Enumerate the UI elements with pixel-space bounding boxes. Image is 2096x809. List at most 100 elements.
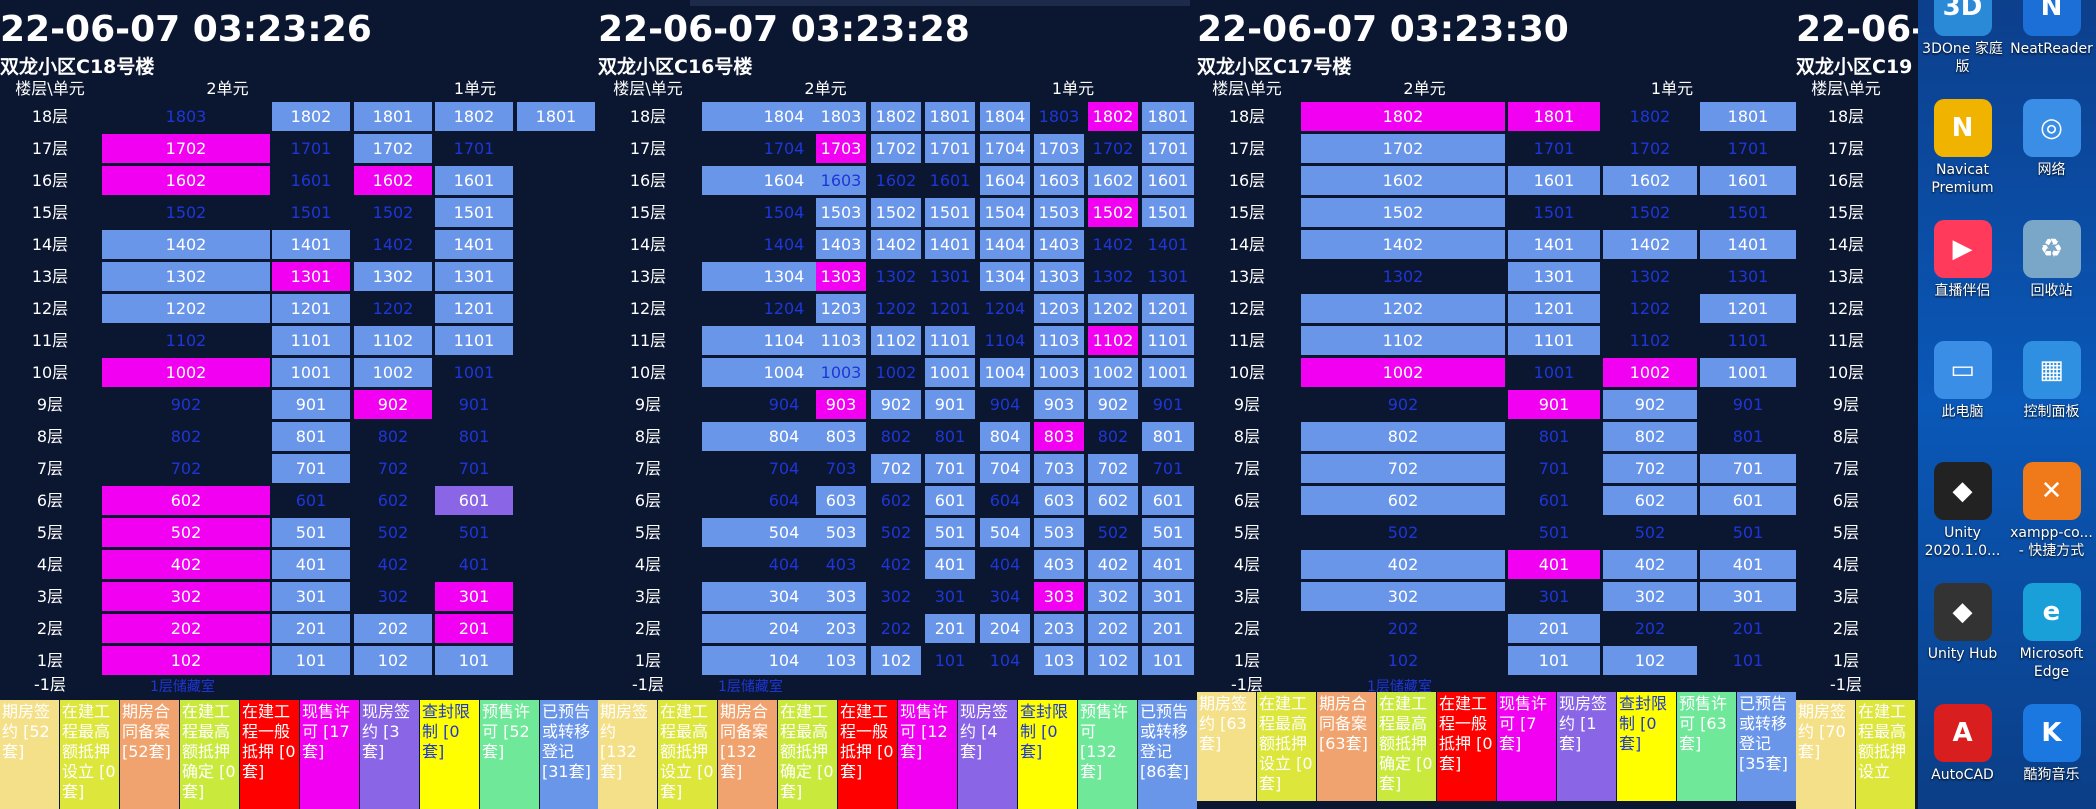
room-cell[interactable]: 601 bbox=[1538, 491, 1570, 510]
room-cell[interactable]: 1401 bbox=[435, 230, 513, 259]
room-cell[interactable]: 1701 bbox=[925, 134, 975, 163]
desktop-shortcut[interactable]: A AutoCAD bbox=[1918, 704, 2007, 784]
room-cell[interactable]: 1501 bbox=[290, 203, 332, 222]
room-cell[interactable]: 701 bbox=[458, 459, 490, 478]
room-cell[interactable]: 1702 bbox=[1301, 134, 1505, 163]
room-cell[interactable]: 1602 bbox=[1088, 166, 1138, 195]
room-cell[interactable]: 1502 bbox=[165, 203, 207, 222]
room-cell[interactable]: 801 bbox=[458, 427, 490, 446]
room-cell[interactable]: 1701 bbox=[453, 139, 495, 158]
desktop-shortcut[interactable]: N Navicat Premium bbox=[1918, 99, 2007, 197]
room-cell[interactable]: 202 bbox=[102, 614, 270, 643]
room-cell[interactable]: 1202 bbox=[1301, 294, 1505, 323]
room-cell[interactable]: 301 bbox=[1142, 582, 1194, 611]
room-cell[interactable]: 603 bbox=[1034, 486, 1084, 515]
room-cell[interactable]: 101 bbox=[1508, 646, 1600, 675]
room-cell[interactable]: 1602 bbox=[875, 171, 917, 190]
room-cell[interactable]: 302 bbox=[1301, 582, 1505, 611]
room-cell[interactable]: 701 bbox=[1700, 454, 1796, 483]
room-cell[interactable]: 301 bbox=[272, 582, 350, 611]
room-cell[interactable]: 902 bbox=[170, 395, 202, 414]
room-cell[interactable]: 1402 bbox=[1603, 230, 1697, 259]
room-cell[interactable]: 202 bbox=[1387, 619, 1419, 638]
room-cell[interactable]: 1302 bbox=[102, 262, 270, 291]
room-cell[interactable]: 504 bbox=[980, 518, 1030, 547]
room-cell[interactable]: 1803 bbox=[165, 107, 207, 126]
room-cell[interactable]: 1502 bbox=[1088, 198, 1138, 227]
room-cell[interactable]: 1601 bbox=[1508, 166, 1600, 195]
room-cell[interactable]: 1702 bbox=[871, 134, 921, 163]
room-cell[interactable]: 1602 bbox=[102, 166, 270, 195]
room-cell[interactable]: 602 bbox=[1603, 486, 1697, 515]
room-cell[interactable]: 103 bbox=[1034, 646, 1084, 675]
room-cell[interactable]: 201 bbox=[1142, 614, 1194, 643]
room-cell[interactable]: 1203 bbox=[1034, 294, 1084, 323]
room-cell[interactable]: 1201 bbox=[1700, 294, 1796, 323]
room-cell[interactable]: 1301 bbox=[1508, 262, 1600, 291]
room-cell[interactable]: 1504 bbox=[763, 203, 805, 222]
room-cell[interactable]: 203 bbox=[1034, 614, 1084, 643]
room-cell[interactable]: 102 bbox=[1603, 646, 1697, 675]
room-cell[interactable]: 1802 bbox=[871, 102, 921, 131]
room-cell[interactable]: 102 bbox=[354, 646, 432, 675]
room-cell[interactable]: 1101 bbox=[925, 326, 975, 355]
room-cell[interactable]: 1804 bbox=[980, 102, 1030, 131]
room-cell[interactable]: 301 bbox=[1538, 587, 1570, 606]
room-cell[interactable]: 1304 bbox=[980, 262, 1030, 291]
room-cell[interactable]: 1501 bbox=[1727, 203, 1769, 222]
room-cell[interactable]: 202 bbox=[354, 614, 432, 643]
room-cell[interactable]: 802 bbox=[880, 427, 912, 446]
room-cell[interactable]: 902 bbox=[871, 390, 921, 419]
room-cell[interactable]: 1202 bbox=[372, 299, 414, 318]
room-cell[interactable]: 1501 bbox=[1142, 198, 1194, 227]
room-cell[interactable]: 701 bbox=[1538, 459, 1570, 478]
room-cell[interactable]: 201 bbox=[925, 614, 975, 643]
room-cell[interactable]: 302 bbox=[1603, 582, 1697, 611]
room-cell[interactable]: 1401 bbox=[1147, 235, 1189, 254]
room-cell[interactable]: 103 bbox=[816, 646, 866, 675]
room-cell[interactable]: 1103 bbox=[816, 326, 866, 355]
room-cell[interactable]: 1504 bbox=[980, 198, 1030, 227]
room-cell[interactable]: 1302 bbox=[1629, 267, 1671, 286]
room-cell[interactable]: 1003 bbox=[820, 363, 862, 382]
room-cell[interactable]: 902 bbox=[1603, 390, 1697, 419]
room-cell[interactable]: 501 bbox=[272, 518, 350, 547]
room-cell[interactable]: 1004 bbox=[702, 358, 866, 387]
room-cell[interactable]: 702 bbox=[377, 459, 409, 478]
room-cell[interactable]: 1301 bbox=[1727, 267, 1769, 286]
room-cell[interactable]: 1502 bbox=[372, 203, 414, 222]
room-cell[interactable]: 402 bbox=[1603, 550, 1697, 579]
room-cell[interactable]: 101 bbox=[1732, 651, 1764, 670]
room-cell[interactable]: 1302 bbox=[354, 262, 432, 291]
desktop-shortcut[interactable]: ◆ Unity Hub bbox=[1918, 583, 2007, 663]
room-cell[interactable]: 601 bbox=[925, 486, 975, 515]
room-cell[interactable]: 801 bbox=[934, 427, 966, 446]
room-cell[interactable]: 1402 bbox=[871, 230, 921, 259]
room-cell[interactable]: 802 bbox=[377, 427, 409, 446]
room-cell[interactable]: 1801 bbox=[925, 102, 975, 131]
room-cell[interactable]: 402 bbox=[880, 555, 912, 574]
room-cell[interactable]: 1602 bbox=[1603, 166, 1697, 195]
room-cell[interactable]: 301 bbox=[934, 587, 966, 606]
room-cell[interactable]: 502 bbox=[377, 523, 409, 542]
room-cell[interactable]: 703 bbox=[825, 459, 857, 478]
room-cell[interactable]: 1102 bbox=[354, 326, 432, 355]
room-cell[interactable]: 903 bbox=[1034, 390, 1084, 419]
room-cell[interactable]: 701 bbox=[272, 454, 350, 483]
room-cell[interactable]: 1002 bbox=[875, 363, 917, 382]
room-cell[interactable]: 402 bbox=[1301, 550, 1505, 579]
room-cell[interactable]: 402 bbox=[377, 555, 409, 574]
room-cell[interactable]: 804 bbox=[980, 422, 1030, 451]
room-cell[interactable]: 1303 bbox=[816, 262, 866, 291]
room-cell[interactable]: 1001 bbox=[272, 358, 350, 387]
room-cell[interactable]: 901 bbox=[272, 390, 350, 419]
room-cell[interactable]: 601 bbox=[435, 486, 513, 515]
desktop-shortcut[interactable]: ▭ 此电脑 bbox=[1918, 341, 2007, 421]
room-cell[interactable]: 201 bbox=[1508, 614, 1600, 643]
room-cell[interactable]: 301 bbox=[1700, 582, 1796, 611]
room-cell[interactable]: 1202 bbox=[102, 294, 270, 323]
room-cell[interactable]: 302 bbox=[102, 582, 270, 611]
room-cell[interactable]: 1801 bbox=[1142, 102, 1194, 131]
room-cell[interactable]: 1102 bbox=[1629, 331, 1671, 350]
desktop-shortcut[interactable]: ▦ 控制面板 bbox=[2007, 341, 2096, 421]
